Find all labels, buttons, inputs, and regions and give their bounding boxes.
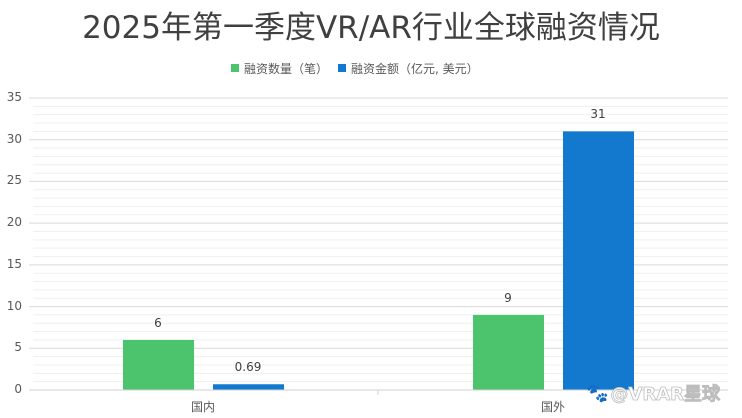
legend-label-amount: 融资金额（亿元, 美元） [351,61,479,76]
y-tick-label: 0 [14,382,22,396]
legend-item-amount: 融资金额（亿元, 美元） [338,60,479,77]
y-tick-label: 25 [6,173,22,188]
bars [123,131,634,390]
category-label-overseas: 国外 [540,400,565,414]
paw-icon: 🐾 [586,382,609,404]
bar [213,384,284,390]
bar-value-label: 6 [154,315,162,330]
bar-value-label: 9 [504,290,512,305]
legend-swatch-count [231,64,239,72]
bar [563,131,634,390]
y-tick-label: 5 [14,340,22,355]
chart-title: 2025年第一季度VR/AR行业全球融资情况 [82,10,660,46]
bar [123,339,194,390]
y-tick-label: 20 [6,215,22,230]
watermark-text: @VRAR星球 [610,384,721,406]
chart-legend: 融资数量（笔） 融资金额（亿元, 美元） [231,59,489,77]
y-tick-label: 30 [6,131,22,146]
watermark: 🐾 @VRAR星球 [586,380,721,406]
legend-swatch-amount [338,64,347,72]
y-tick-label: 15 [6,256,22,271]
bar [473,314,544,390]
y-tick-label: 35 [6,90,22,104]
category-label-domestic: 国内 [190,400,215,414]
legend-label-count: 融资数量（笔） [244,61,329,76]
legend-item-count: 融资数量（笔） [231,60,328,77]
bar-value-label: 0.69 [234,360,262,375]
y-tick-label: 10 [6,298,22,313]
bar-value-label: 31 [590,107,606,122]
